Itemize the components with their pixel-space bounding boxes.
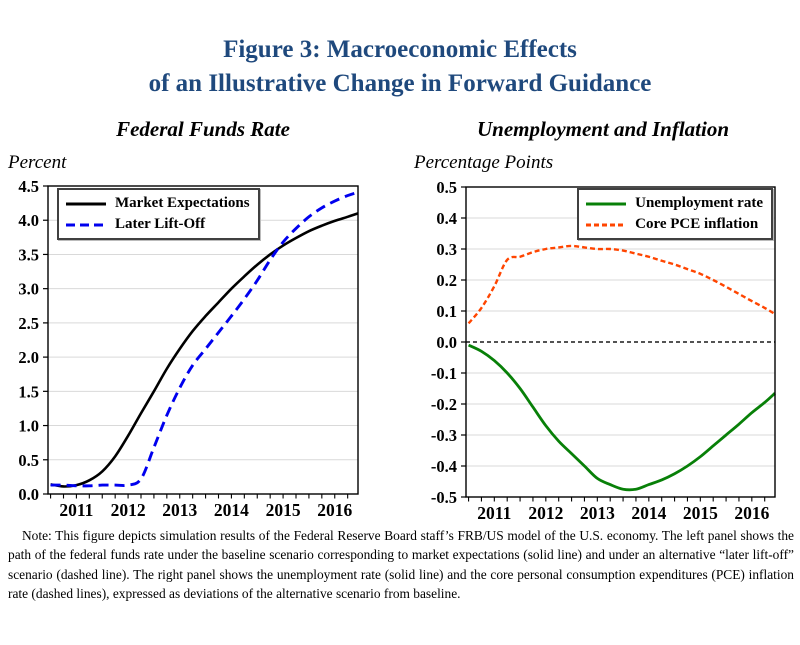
- legend-label: Core PCE inflation: [635, 216, 759, 232]
- y-tick-label: 0.0: [436, 333, 457, 352]
- axis-box: [47, 185, 359, 495]
- y-tick-label: 3.0: [18, 280, 39, 299]
- federal-funds-rate-chart: 0.0 0.5 1.0 1.5 2.0 2.5 3.0 3.5 4.0 4.5 2011 2012 20…: [18, 177, 359, 520]
- y-tick-label: -0.3: [431, 426, 457, 445]
- unemployment-inflation-chart: -0.5 -0.4 -0.3 -0.2 -0.1 0.0 0.1 0.2 0.3 0.4 0.5 20…: [431, 178, 776, 523]
- x-tick-label: 2014: [631, 503, 666, 523]
- y-tick-label: 1.0: [18, 417, 39, 436]
- x-tick-label: 2012: [528, 503, 563, 523]
- series-line: [50, 190, 359, 488]
- x-tick-label: 2014: [214, 500, 249, 520]
- y-tick-label: 4.0: [18, 211, 39, 230]
- right-chart-legend: Unemployment rate Core PCE inflation: [577, 188, 773, 240]
- legend-line-swatch: [66, 202, 106, 205]
- y-tick-label: 0.1: [436, 302, 457, 321]
- y-tick-label: 0.3: [436, 240, 457, 259]
- legend-item: Later Lift-Off: [65, 214, 250, 235]
- y-tick-label: 0.5: [436, 178, 457, 197]
- x-tick-label: 2012: [111, 500, 146, 520]
- x-tick-label: 2011: [477, 503, 511, 523]
- y-tick-label: -0.5: [431, 488, 457, 507]
- x-tick-label: 2016: [734, 503, 769, 523]
- legend-label: Later Lift-Off: [115, 216, 206, 232]
- x-tick-label: 2011: [59, 500, 93, 520]
- y-tick-label: 0.2: [436, 271, 457, 290]
- y-tick-label: 0.0: [18, 485, 39, 504]
- y-tick-label: -0.2: [431, 395, 457, 414]
- x-tick-label: 2015: [683, 503, 718, 523]
- legend-line-swatch: [586, 202, 627, 205]
- y-tick-label: 2.5: [18, 314, 39, 333]
- y-tick-label: -0.4: [431, 457, 457, 476]
- series-line: [467, 343, 776, 492]
- x-tick-label: 2013: [162, 500, 197, 520]
- legend-item: Market Expectations: [65, 193, 250, 214]
- x-tick-label: 2016: [317, 500, 352, 520]
- figure-title-line2: of an Illustrative Change in Forward Gui…: [148, 70, 652, 97]
- series-line: [50, 212, 359, 488]
- legend-line-swatch: [586, 223, 627, 226]
- right-y-axis-unit: Percentage Points: [414, 152, 554, 173]
- x-tick-label: 2013: [580, 503, 615, 523]
- y-tick-label: 2.0: [18, 348, 39, 367]
- right-panel-title: Unemployment and Inflation: [476, 117, 730, 141]
- legend-item: Core PCE inflation: [585, 214, 763, 235]
- y-tick-label: 0.4: [436, 209, 457, 228]
- figure-note: Note: This figure depicts simulation res…: [8, 528, 794, 602]
- legend-label: Unemployment rate: [635, 195, 763, 211]
- y-tick-label: -0.1: [431, 364, 457, 383]
- y-tick-label: 0.5: [18, 451, 39, 470]
- y-tick-label: 4.5: [18, 177, 39, 196]
- figure-title: Figure 3: Macroeconomic Effects of an Il…: [0, 33, 800, 101]
- series-line: [467, 244, 776, 325]
- left-panel-title: Federal Funds Rate: [116, 117, 290, 141]
- legend-line-swatch: [66, 223, 106, 226]
- legend-label: Market Expectations: [115, 195, 250, 211]
- y-tick-label: 1.5: [18, 382, 39, 401]
- figure-title-line1: Figure 3: Macroeconomic Effects: [223, 36, 577, 63]
- legend-item: Unemployment rate: [585, 193, 763, 214]
- left-y-axis-unit: Percent: [8, 152, 67, 173]
- left-chart-legend: Market Expectations Later Lift-Off: [57, 188, 260, 240]
- y-tick-label: 3.5: [18, 245, 39, 264]
- x-tick-label: 2015: [266, 500, 301, 520]
